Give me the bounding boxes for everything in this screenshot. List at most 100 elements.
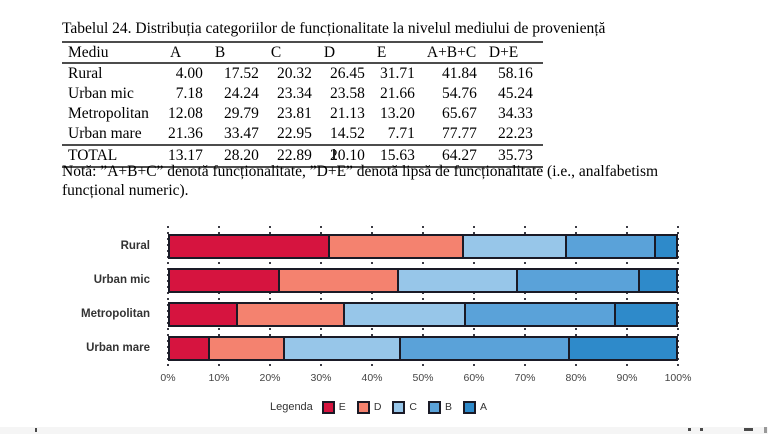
cell-value: 34.33: [498, 105, 533, 122]
row-label: Rural: [68, 65, 103, 82]
cell-value: 33.47: [224, 125, 259, 142]
x-tick-label: 50%: [412, 372, 434, 384]
bar-segment-A: [638, 270, 676, 291]
x-tick-label: 100%: [664, 372, 692, 384]
table-title: Tabelul 24. Distribuția categoriilor de …: [62, 20, 606, 37]
legend-swatch: [463, 400, 477, 414]
legend-label: E: [338, 401, 346, 413]
row-label: TOTAL: [68, 147, 118, 164]
cropped-text-fragment: [688, 428, 691, 431]
cell-value: 24.24: [224, 85, 259, 102]
legend-swatch: [356, 400, 370, 414]
x-tick-label: 40%: [361, 372, 383, 384]
cropped-text-fragment: [35, 428, 37, 432]
cell-value: 54.76: [442, 85, 477, 102]
gridline: [575, 226, 577, 370]
table-note: Notă: ”A+B+C” denotă funcționalitate, ”D…: [62, 162, 752, 200]
cell-value: 20.32: [277, 65, 312, 82]
cell-value: 65.67: [442, 105, 477, 122]
cell-value: 31.71: [380, 65, 415, 82]
gridline: [677, 226, 679, 370]
cell-value: 17.52: [224, 65, 259, 82]
cell-value: 23.81: [277, 105, 312, 122]
cell-value: 22.89: [277, 147, 312, 164]
cell-value: 23.34: [277, 85, 312, 102]
table-row: Urban mic 7.18 24.24 23.34 23.58 21.66 54.76 45…: [62, 84, 543, 104]
table-row: TOTAL 13.17 28.20 22.89 20.10 15.63 64.27 35.73: [62, 145, 543, 167]
x-tick-label: 70%: [514, 372, 536, 384]
gridline: [626, 226, 628, 370]
cropped-text-fragment: [764, 427, 767, 433]
gridline: [167, 226, 169, 370]
column-header: C: [270, 44, 282, 61]
cell-value: 21.13: [330, 105, 365, 122]
cell-value: 15.63: [380, 147, 415, 164]
category-label: Rural: [120, 240, 150, 252]
column-header: A: [170, 44, 182, 61]
bar-segment-A: [567, 338, 676, 359]
bar-segment-E: [170, 304, 236, 325]
bar-segment-A: [654, 236, 676, 257]
bar-segment-B: [398, 338, 568, 359]
x-tick-label: 10%: [208, 372, 230, 384]
cell-value: 22.95: [277, 125, 312, 142]
legend-item-C: C: [392, 400, 417, 414]
x-tick-label: 0%: [160, 372, 176, 384]
text-cursor: [333, 149, 335, 160]
cell-value: 45.24: [498, 85, 533, 102]
row-label: Metropolitan: [68, 105, 149, 122]
functionality-table: Mediu A B C D E A+B+C D+E Rural 4.00 17.52 20.32 26…: [62, 41, 543, 168]
bar-segment-E: [170, 270, 278, 291]
cell-value: 35.73: [498, 147, 533, 164]
stacked-bar-chart: Rural Urban mic Metropolitan Urban mare 0% 1…: [0, 222, 768, 427]
cell-value: 4.00: [175, 65, 203, 82]
gridline: [269, 226, 271, 370]
cell-value: 13.17: [168, 147, 203, 164]
bar-segment-B: [515, 270, 639, 291]
legend-item-E: E: [321, 400, 346, 414]
legend-label: D: [373, 401, 382, 413]
stacked-bar: [168, 336, 678, 361]
bar-segment-C: [397, 270, 516, 291]
column-header: A+B+C: [426, 44, 477, 61]
cell-value: 58.16: [498, 65, 533, 82]
bar-segment-C: [342, 304, 464, 325]
cell-value: 41.84: [442, 65, 477, 82]
stacked-bar: [168, 302, 678, 327]
bar-segment-D: [277, 270, 398, 291]
x-tick-label: 90%: [616, 372, 638, 384]
cropped-next-line: [0, 427, 768, 434]
table-row: Urban mare 21.36 33.47 22.95 14.52 7.71 77.77 2…: [62, 124, 543, 145]
column-header: D: [323, 44, 336, 61]
bar-segment-B: [463, 304, 614, 325]
category-label: Metropolitan: [81, 308, 150, 320]
bar-segment-D: [327, 236, 462, 257]
cell-value: 7.18: [175, 85, 203, 102]
row-label: Urban mic: [68, 85, 134, 102]
table-row: Metropolitan 12.08 29.79 23.81 21.13 13.20 65.…: [62, 104, 543, 124]
legend-swatch: [392, 400, 406, 414]
legend-label: B: [445, 401, 453, 413]
legend-item-A: A: [463, 400, 488, 414]
cell-value: 26.45: [330, 65, 365, 82]
x-tick-label: 60%: [463, 372, 485, 384]
legend-swatch: [428, 400, 441, 414]
category-label: Urban mic: [93, 274, 150, 286]
legend: Legenda E D C B A: [0, 398, 768, 416]
x-tick-label: 30%: [310, 372, 332, 384]
table-row: Rural 4.00 17.52 20.32 26.45 31.71 41.84 58.16: [62, 63, 543, 84]
gridline: [371, 226, 373, 370]
cell-value: 28.20: [224, 147, 259, 164]
legend-label: A: [480, 401, 488, 413]
column-header: Mediu: [68, 44, 109, 61]
cell-value: 29.79: [224, 105, 259, 122]
gridline: [422, 226, 424, 370]
cell-value: 12.08: [168, 105, 203, 122]
bar-segment-C: [282, 338, 399, 359]
stacked-bar: [168, 268, 678, 293]
cell-value: 22.23: [498, 125, 533, 142]
cropped-text-fragment: [744, 428, 753, 431]
cell-value: 14.52: [330, 125, 365, 142]
table-header-row: Mediu A B C D E A+B+C D+E: [62, 42, 543, 63]
note-line-2: funcțional numeric).: [62, 182, 189, 199]
